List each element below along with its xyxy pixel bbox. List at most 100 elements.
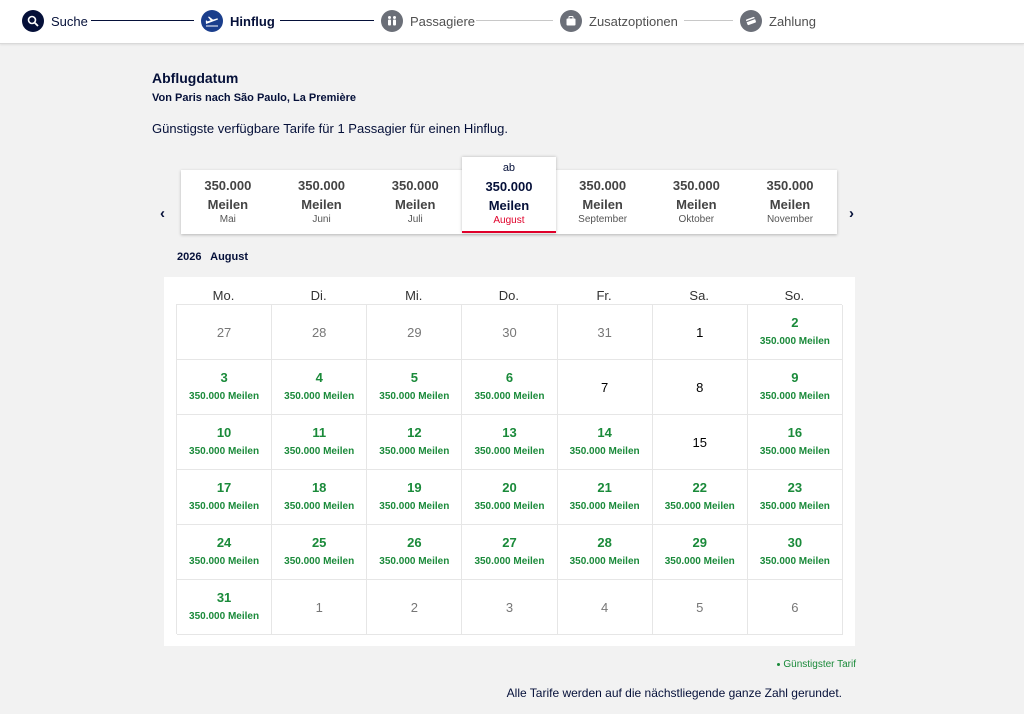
weekday-label: Mo. [212, 288, 235, 303]
calendar-day-available[interactable]: 9 350.000 Meilen [747, 360, 843, 415]
weekday-label: Sa. [689, 288, 709, 303]
calendar-day: 1 [652, 305, 748, 360]
month-prefix: ab [502, 162, 516, 174]
step-label: Hinflug [230, 13, 275, 29]
month-name: Mai [219, 214, 236, 225]
calendar-day-available[interactable]: 2 350.000 Meilen [747, 305, 843, 360]
month-price: 350.000 [298, 178, 346, 193]
calendar-day-available[interactable]: 20 350.000 Meilen [462, 470, 558, 525]
route-subtitle: Von Paris nach São Paulo, La Première [152, 92, 356, 104]
next-month-button[interactable]: › [849, 205, 854, 222]
calendar-day: 31 [557, 305, 653, 360]
day-price: 350.000 Meilen [284, 391, 355, 402]
day-number: 28 [597, 535, 612, 550]
day-price: 350.000 Meilen [189, 501, 260, 512]
calendar-day-available[interactable]: 26 350.000 Meilen [367, 525, 463, 580]
calendar-day-available[interactable]: 10 350.000 Meilen [177, 415, 273, 470]
credit-card-icon [740, 10, 762, 32]
month-price: 350.000 [485, 179, 533, 194]
day-price: 350.000 Meilen [189, 446, 260, 457]
day-price: 350.000 Meilen [759, 336, 830, 347]
month-tab-oktober[interactable]: 350.000 Meilen Oktober [650, 170, 744, 234]
calendar-day: 15 [652, 415, 748, 470]
calendar-day-available[interactable]: 19 350.000 Meilen [367, 470, 463, 525]
month-price: 350.000 [391, 178, 439, 193]
month-tab-juli[interactable]: 350.000 Meilen Juli [368, 170, 462, 234]
step-label: Passagiere [410, 13, 476, 29]
calendar-day-available[interactable]: 16 350.000 Meilen [747, 415, 843, 470]
step-passagiere[interactable]: Passagiere [381, 10, 475, 32]
day-number: 6 [505, 370, 514, 385]
calendar-day-available[interactable]: 21 350.000 Meilen [557, 470, 653, 525]
step-label: Zahlung [769, 13, 816, 29]
page-title: Abflugdatum [152, 70, 239, 86]
day-number: 2 [410, 600, 418, 615]
day-number: 14 [597, 425, 612, 440]
step-connector [476, 20, 553, 21]
day-number: 8 [696, 380, 704, 395]
day-price: 350.000 Meilen [189, 391, 260, 402]
calendar-day-available[interactable]: 5 350.000 Meilen [367, 360, 463, 415]
calendar-day: 27 [177, 305, 273, 360]
month-tab-juni[interactable]: 350.000 Meilen Juni [275, 170, 369, 234]
day-number: 4 [315, 370, 323, 385]
calendar-day-available[interactable]: 6 350.000 Meilen [462, 360, 558, 415]
day-number: 15 [692, 435, 707, 450]
calendar-day-available[interactable]: 12 350.000 Meilen [367, 415, 463, 470]
day-number: 7 [600, 380, 609, 395]
day-number: 16 [787, 425, 803, 440]
day-number: 24 [216, 535, 232, 550]
calendar-day-available[interactable]: 24 350.000 Meilen [177, 525, 273, 580]
calendar-day-available[interactable]: 27 350.000 Meilen [462, 525, 558, 580]
day-price: 350.000 Meilen [664, 556, 735, 567]
day-number: 30 [787, 535, 803, 550]
step-zusatzoptionen[interactable]: Zusatzoptionen [560, 10, 678, 32]
chevron-left-icon: ‹ [160, 205, 165, 222]
calendar-day-available[interactable]: 13 350.000 Meilen [462, 415, 558, 470]
month-tab-september[interactable]: 350.000 Meilen September [556, 170, 650, 234]
calendar-day-available[interactable]: 17 350.000 Meilen [177, 470, 273, 525]
day-price: 350.000 Meilen [759, 556, 830, 567]
calendar-day-available[interactable]: 28 350.000 Meilen [557, 525, 653, 580]
prev-month-button[interactable]: ‹ [160, 205, 165, 222]
month-name: Juni [312, 214, 331, 225]
step-zahlung[interactable]: Zahlung [740, 10, 816, 32]
calendar-day: 28 [272, 305, 368, 360]
step-label: Suche [51, 13, 88, 29]
month-carousel: 350.000 Meilen Mai 350.000 Meilen Juni 3… [181, 157, 837, 234]
day-price: 350.000 Meilen [474, 501, 545, 512]
day-number: 28 [311, 325, 327, 340]
calendar-day-available[interactable]: 3 350.000 Meilen [177, 360, 273, 415]
calendar-day-available[interactable]: 4 350.000 Meilen [272, 360, 368, 415]
calendar-day-available[interactable]: 23 350.000 Meilen [747, 470, 843, 525]
day-number: 19 [407, 480, 422, 495]
calendar-month: August [210, 251, 249, 263]
calendar-day-available[interactable]: 14 350.000 Meilen [557, 415, 653, 470]
calendar-day-available[interactable]: 29 350.000 Meilen [652, 525, 748, 580]
calendar-day-available[interactable]: 30 350.000 Meilen [747, 525, 843, 580]
calendar-day-available[interactable]: 22 350.000 Meilen [652, 470, 748, 525]
day-number: 3 [220, 370, 228, 385]
calendar-day: 4 [557, 580, 653, 635]
calendar-year: 2026 [177, 251, 202, 263]
calendar-day-available[interactable]: 18 350.000 Meilen [272, 470, 368, 525]
day-number: 23 [787, 480, 803, 495]
step-suche[interactable]: Suche [22, 10, 88, 32]
day-price: 350.000 Meilen [569, 446, 640, 457]
calendar-month-heading: 2026 August [177, 251, 254, 263]
rounding-note: Alle Tarife werden auf die nächstliegend… [506, 686, 842, 700]
calendar-day-available[interactable]: 25 350.000 Meilen [272, 525, 368, 580]
calendar-day: 29 [367, 305, 463, 360]
step-hinflug[interactable]: Hinflug [201, 10, 275, 32]
day-price: 350.000 Meilen [569, 501, 640, 512]
calendar-day-available[interactable]: 31 350.000 Meilen [177, 580, 273, 635]
day-price: 350.000 Meilen [759, 501, 830, 512]
day-number: 5 [410, 370, 418, 385]
month-tab-november[interactable]: 350.000 Meilen November [743, 170, 837, 234]
day-number: 6 [791, 600, 799, 615]
day-price: 350.000 Meilen [189, 611, 260, 622]
month-tab-august[interactable]: ab 350.000 Meilen August [462, 157, 556, 233]
calendar-day-available[interactable]: 11 350.000 Meilen [272, 415, 368, 470]
step-connector [684, 20, 733, 21]
month-tab-mai[interactable]: 350.000 Meilen Mai [181, 170, 275, 234]
